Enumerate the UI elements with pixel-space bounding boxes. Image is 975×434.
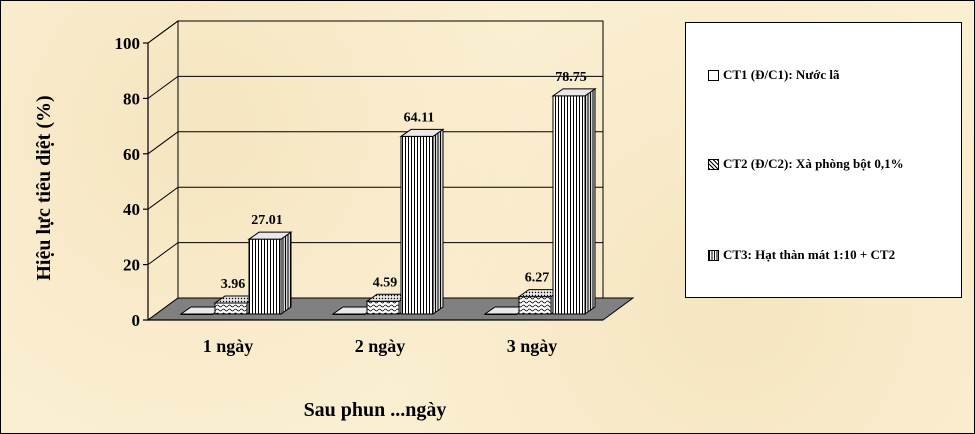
y-tick-label: 40 — [123, 200, 140, 219]
legend-item-ct1: CT1 (Đ/C1): Nước lã — [708, 67, 839, 83]
y-tick-label: 20 — [123, 256, 140, 275]
gridline — [147, 131, 603, 155]
bar-front — [552, 95, 586, 315]
bar-front — [518, 296, 552, 315]
y-tick-label: 60 — [123, 145, 140, 164]
legend: CT1 (Đ/C1): Nước lã CT2 (Đ/C2): Xà phòng … — [685, 22, 962, 298]
x-axis-ticks: 1 ngày 2 ngày 3 ngày — [203, 336, 558, 356]
bars — [179, 87, 597, 315]
y-axis-label: Hiệu lực tiêu diệt (%) — [33, 95, 55, 280]
data-label-3-2: 64.11 — [404, 110, 435, 125]
x-axis-label: Sau phun ...ngày — [304, 399, 447, 421]
bar-side — [584, 87, 596, 315]
legend-label-ct1: CT1 (Đ/C1): Nước lã — [723, 67, 840, 82]
data-label-3-3: 78.75 — [555, 70, 587, 85]
bar-3-3 — [551, 87, 597, 315]
bar-front — [248, 238, 282, 315]
y-tick-label: 80 — [123, 89, 140, 108]
bar-3-1 — [247, 231, 293, 315]
x-tick-label-3: 3 ngày — [507, 336, 558, 356]
bar-top — [399, 128, 445, 137]
y-tick-label: 0 — [132, 311, 141, 330]
legend-swatch-ct3 — [708, 249, 719, 261]
bar-front — [366, 300, 400, 315]
legend-item-ct2: CT2 (Đ/C2): Xà phòng bột 0,1% — [708, 156, 904, 172]
side-wall — [147, 20, 179, 321]
legend-swatch-ct1 — [708, 69, 719, 81]
bar-side — [432, 128, 444, 315]
legend-label-ct3: CT3: Hạt thàn mát 1:10 + CT2 — [723, 247, 896, 262]
bar-top — [247, 231, 293, 240]
gridline — [147, 242, 603, 266]
gridlines — [147, 20, 603, 266]
data-label-2-3: 6.27 — [525, 271, 550, 286]
data-label-2-1: 3.96 — [221, 277, 246, 292]
legend-label-ct2: CT2 (Đ/C2): Xà phòng bột 0,1% — [723, 156, 904, 171]
bar-side — [280, 231, 292, 315]
data-labels: 3.96 27.01 4.59 64.11 6.27 78.75 — [221, 70, 587, 292]
gridline — [147, 20, 603, 44]
y-tick-label: 100 — [115, 34, 141, 53]
x-tick-label-1: 1 ngày — [203, 336, 254, 356]
back-wall — [177, 20, 604, 299]
bar-top — [551, 88, 597, 97]
y-axis: 0 20 40 60 80 100 — [115, 34, 149, 330]
legend-swatch-ct2 — [708, 158, 719, 170]
gridline — [147, 186, 603, 210]
bar-front — [214, 302, 248, 315]
bar-3-2 — [399, 128, 445, 315]
bar-front — [400, 135, 434, 315]
gridline — [147, 75, 603, 99]
data-label-3-1: 27.01 — [251, 213, 283, 228]
legend-item-ct3: CT3: Hạt thàn mát 1:10 + CT2 — [708, 247, 895, 263]
x-tick-label-2: 2 ngày — [355, 336, 406, 356]
data-label-2-2: 4.59 — [373, 275, 398, 290]
